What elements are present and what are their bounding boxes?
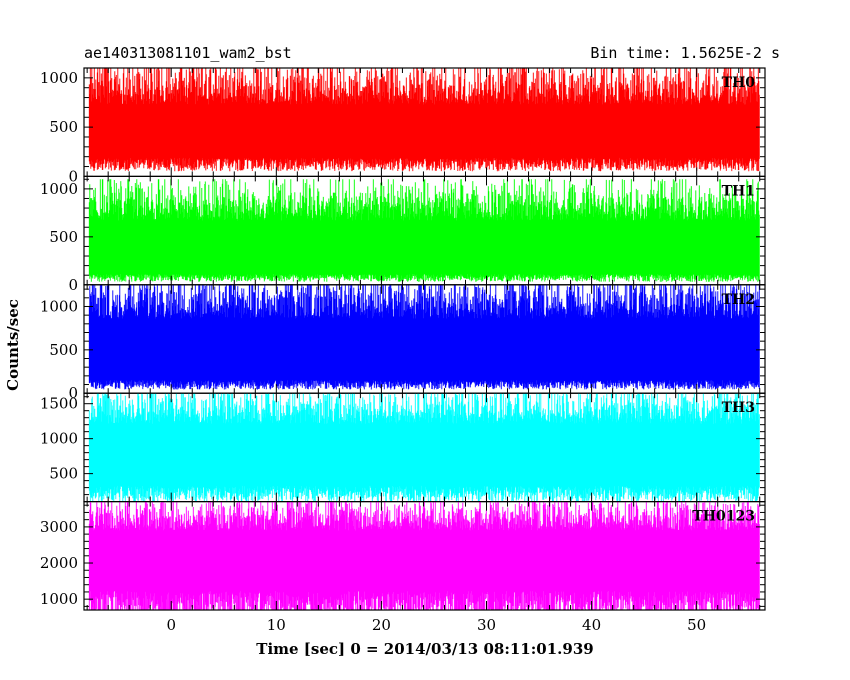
panel-th2: 0 500 1000 TH2 <box>40 284 766 402</box>
panel-label-th0: TH0 <box>722 75 756 91</box>
series-line-th1 <box>88 179 760 282</box>
panel-label-th0123: TH0123 <box>692 509 755 525</box>
y-tick-label: 500 <box>49 228 78 246</box>
panel-label-th2: TH2 <box>722 292 755 308</box>
series-line-th0123 <box>88 501 760 610</box>
x-tick-label: 40 <box>582 616 601 634</box>
y-tick-label: 2000 <box>40 554 78 572</box>
series-line-th0 <box>88 68 760 172</box>
observation-id-title: ae140313081101_wam2_bst <box>84 44 292 62</box>
x-axis-label: Time [sec] 0 = 2014/03/13 08:11:01.939 <box>256 640 593 658</box>
y-tick-label: 500 <box>49 465 78 483</box>
panel-th0123: 1000 2000 3000 TH0123 0 10 20 30 40 50 <box>40 501 766 634</box>
y-tick-label: 1000 <box>40 297 78 315</box>
bin-time-label: Bin time: 1.5625E-2 s <box>590 44 780 62</box>
panel-label-th3: TH3 <box>722 400 755 416</box>
panel-label-th1: TH1 <box>722 183 755 199</box>
y-tick-label: 0 <box>68 276 78 294</box>
y-tick-label: 0 <box>68 384 78 402</box>
panel-th3: 500 1000 1500 TH3 <box>40 392 766 503</box>
y-tick-label: 1000 <box>40 180 78 198</box>
x-tick-label: 10 <box>267 616 286 634</box>
y-tick-label: 1500 <box>40 395 78 413</box>
y-tick-label: 1000 <box>40 430 78 448</box>
y-tick-label: 500 <box>49 341 78 359</box>
x-tick-label: 30 <box>477 616 496 634</box>
panel-th1: 0 500 1000 TH1 <box>40 175 766 294</box>
y-axis-label: Counts/sec <box>4 299 22 391</box>
y-tick-label: 0 <box>68 167 78 185</box>
y-tick-label: 1000 <box>40 590 78 608</box>
x-tick-label: 50 <box>687 616 706 634</box>
series-line-th3 <box>88 393 760 502</box>
series-line-th2 <box>88 284 760 390</box>
y-tick-label: 1000 <box>40 69 78 87</box>
panel-th0: 0 500 1000 TH0 <box>40 67 766 185</box>
y-tick-label: 3000 <box>40 518 78 536</box>
y-tick-label: 500 <box>49 118 78 136</box>
x-tick-label: 0 <box>166 616 176 634</box>
x-tick-label: 20 <box>372 616 391 634</box>
